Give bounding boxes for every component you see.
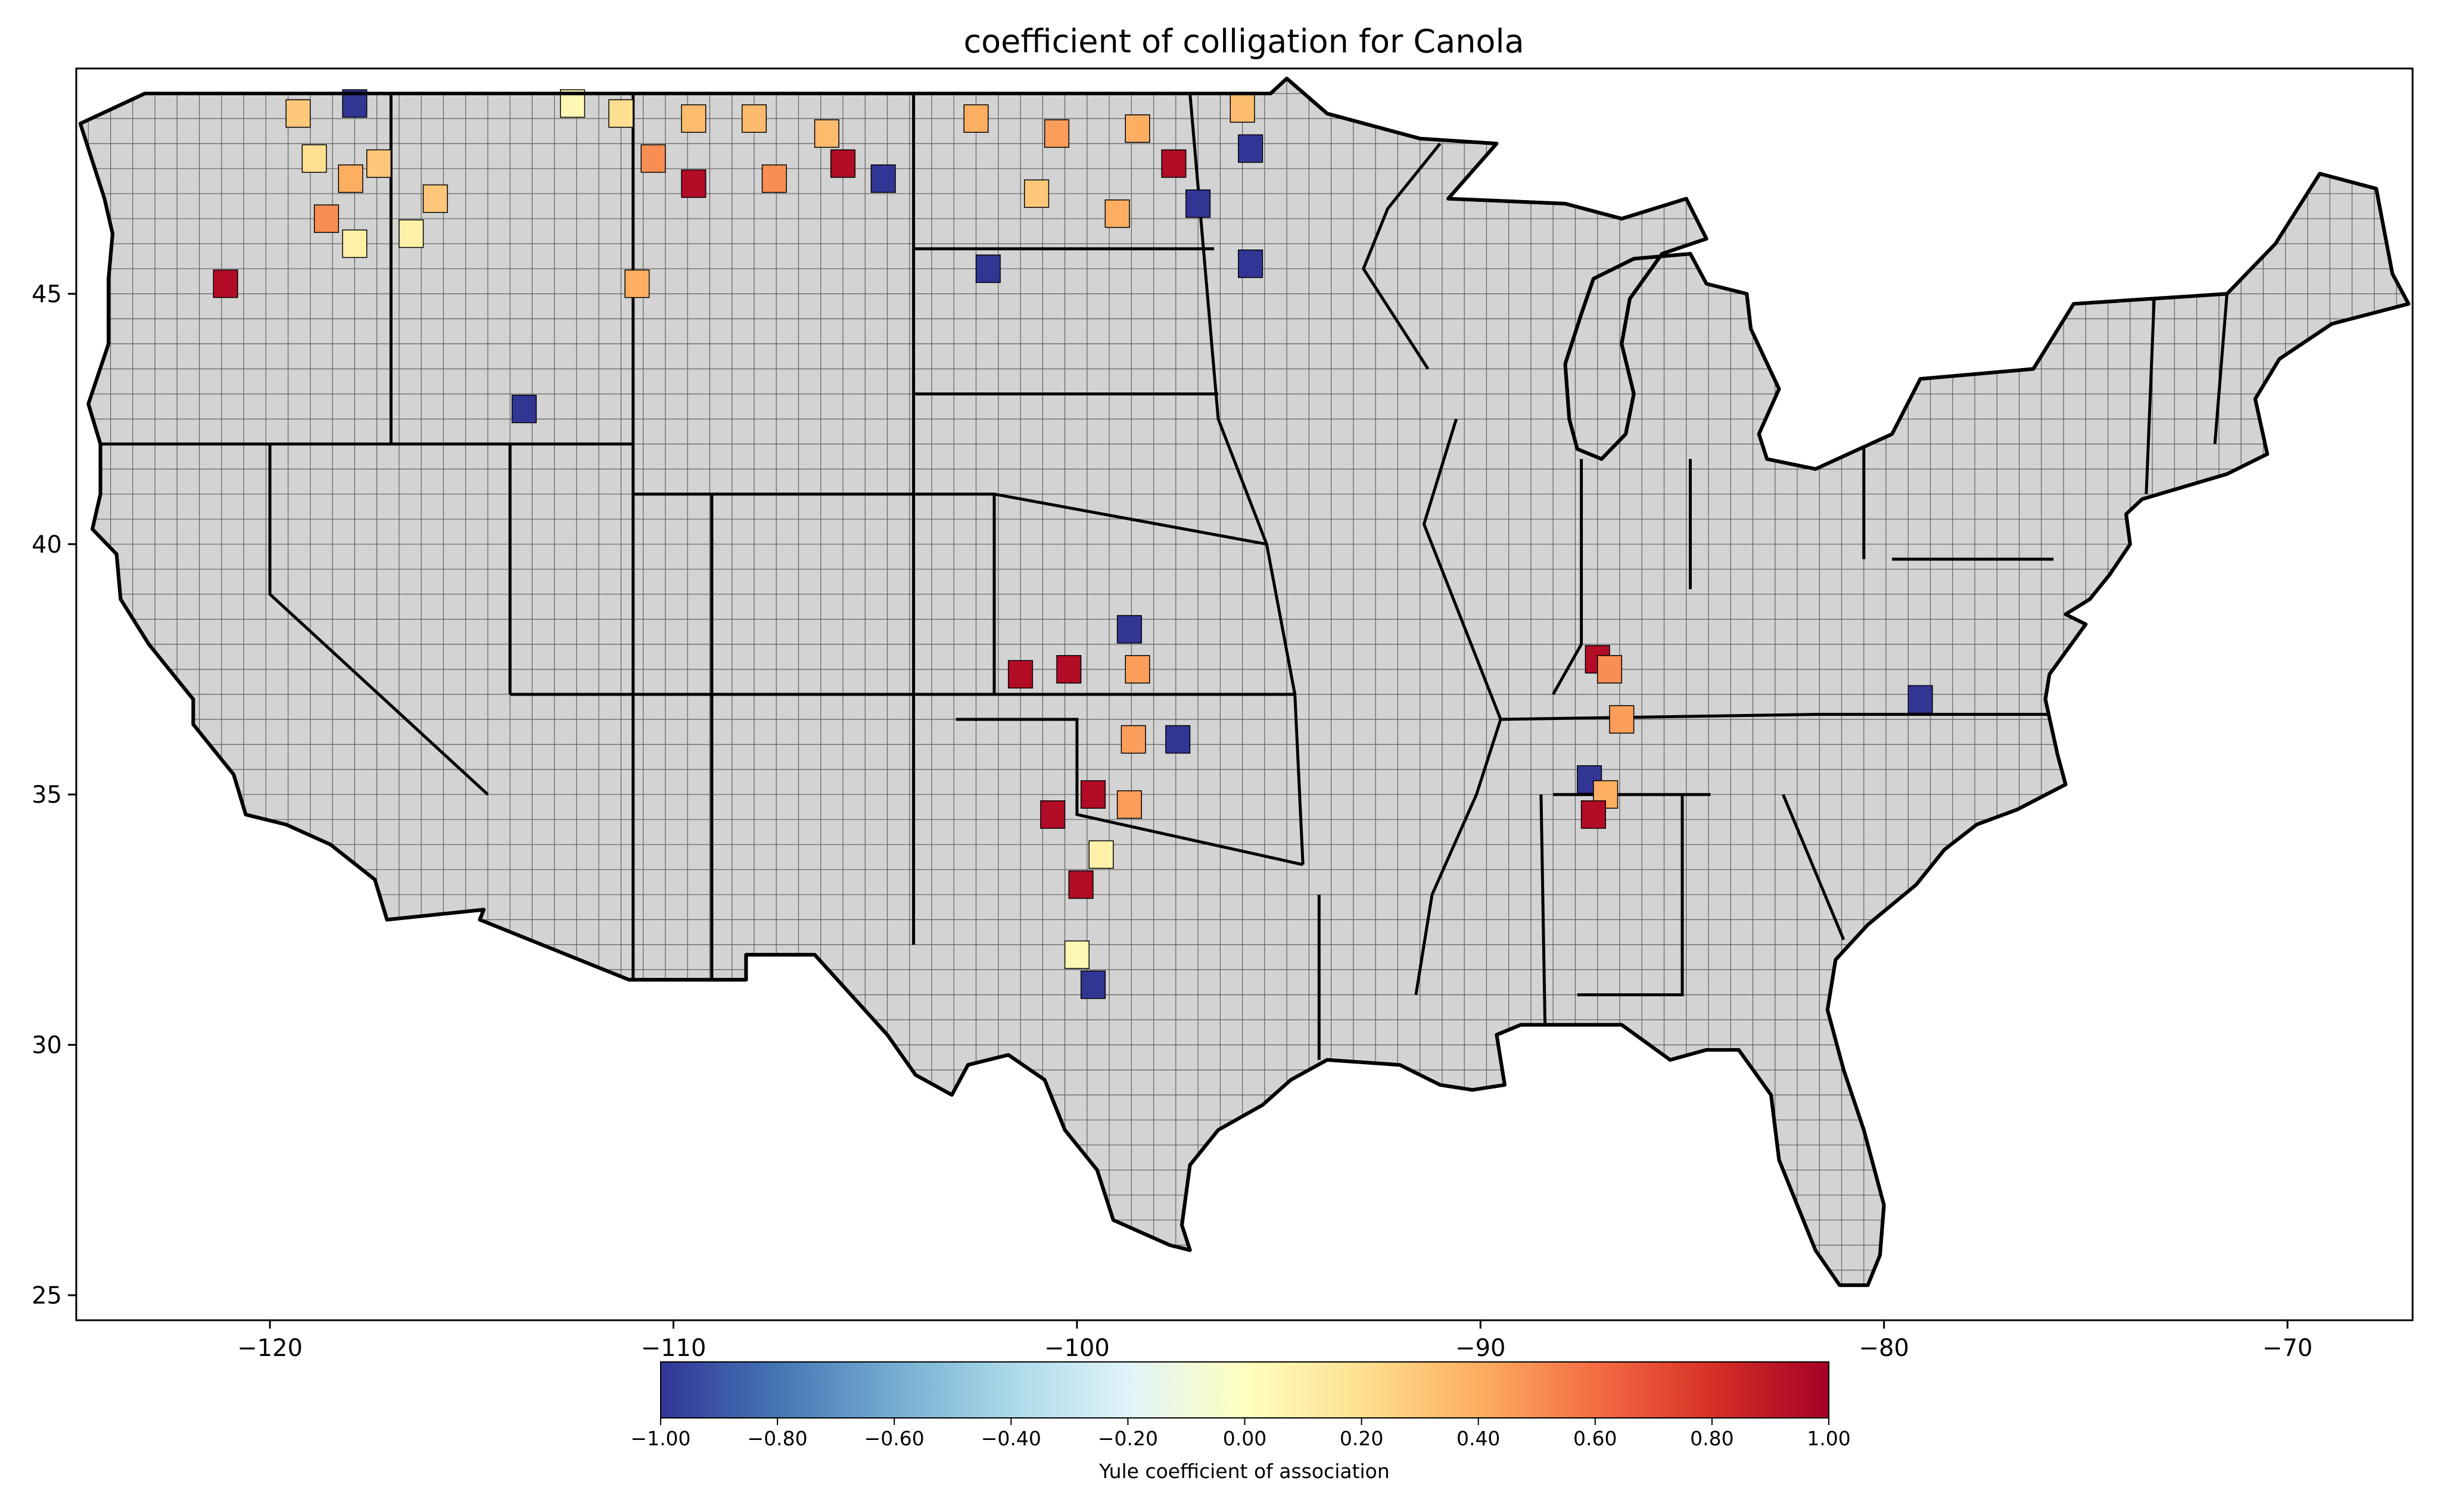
region-24: [1125, 114, 1150, 143]
region-12: [681, 104, 707, 133]
region-29: [1230, 94, 1255, 123]
axes-frame: [75, 67, 2414, 1321]
region-2: [301, 144, 327, 173]
x-tick-label: −100: [1044, 1335, 1110, 1362]
region-22: [963, 104, 989, 133]
y-tick-label: 35: [32, 781, 62, 809]
region-16: [681, 169, 707, 198]
region-20: [624, 269, 650, 298]
colorbar-tick-label: −0.40: [981, 1427, 1041, 1450]
region-30: [1238, 134, 1263, 163]
region-47: [1596, 655, 1623, 684]
colorbar-tick-label: −0.60: [864, 1427, 925, 1450]
region-33: [1007, 660, 1034, 689]
region-40: [1116, 790, 1142, 819]
x-axis-ticks: −120 −110 −100 −90 −80 −70: [237, 1320, 2313, 1362]
colorbar-tick-label: 0.40: [1456, 1427, 1500, 1450]
map-axes: −120 −110 −100 −90 −80 −70 25 30 35 40 45: [32, 67, 2414, 1362]
region-31: [975, 254, 1001, 283]
region-36: [1116, 615, 1142, 644]
region-38: [1165, 725, 1191, 754]
region-45: [1080, 970, 1106, 999]
colorbar-tick-label: 0.60: [1573, 1427, 1617, 1450]
colorbar-label: Yule coefficient of association: [1098, 1460, 1390, 1483]
coastline-outline: [78, 76, 2411, 1287]
region-37: [1121, 725, 1146, 754]
region-17: [761, 164, 787, 193]
region-48: [1609, 705, 1635, 734]
region-15: [640, 144, 666, 173]
x-tick-label: −80: [1859, 1335, 1909, 1362]
y-tick-label: 30: [32, 1032, 62, 1059]
region-8: [422, 184, 448, 213]
x-tick-label: −70: [2262, 1335, 2313, 1362]
region-39: [1080, 780, 1106, 809]
region-43: [1068, 870, 1094, 899]
colorbar-ticks: −1.00 −0.80 −0.60 −0.40 −0.20 0.00 0.20 0.40 0.6…: [630, 1418, 1851, 1450]
region-7: [366, 149, 392, 178]
region-3: [338, 164, 363, 193]
region-21: [511, 394, 537, 423]
region-23: [1044, 119, 1070, 148]
region-6: [399, 219, 424, 248]
colorbar: −1.00 −0.80 −0.60 −0.40 −0.20 0.00 0.20 0.40 0.6…: [630, 1361, 1851, 1483]
region-51: [1580, 800, 1606, 829]
x-tick-label: −90: [1455, 1335, 1505, 1362]
colorbar-tick-label: −0.20: [1098, 1427, 1158, 1450]
region-42: [1088, 840, 1114, 869]
y-tick-label: 40: [32, 531, 62, 559]
region-52: [1907, 685, 1933, 714]
region-19: [870, 164, 896, 193]
region-1: [285, 99, 311, 128]
region-11: [608, 99, 634, 128]
highlighted-counties: [213, 89, 1933, 999]
colorbar-tick-label: 0.00: [1223, 1427, 1266, 1450]
region-25: [1024, 179, 1050, 208]
x-tick-label: −120: [237, 1335, 303, 1362]
colorbar-tick-label: −0.80: [748, 1427, 808, 1450]
colorbar-gradient: [660, 1361, 1829, 1419]
figure-title: coefficient of colligation for Canola: [963, 23, 1524, 60]
region-41: [1040, 800, 1066, 829]
region-9: [213, 269, 238, 298]
region-4: [313, 204, 340, 233]
region-35: [1125, 655, 1150, 684]
region-32: [1238, 250, 1263, 278]
colorbar-tick-label: 0.20: [1340, 1427, 1383, 1450]
region-13: [741, 104, 767, 133]
region-5: [342, 229, 368, 258]
y-tick-label: 25: [32, 1282, 62, 1310]
region-14: [814, 119, 839, 148]
region-18: [830, 149, 856, 178]
region-34: [1056, 655, 1082, 684]
x-tick-label: −110: [641, 1335, 707, 1362]
region-26: [1104, 199, 1130, 228]
colorbar-tick-label: −1.00: [630, 1427, 690, 1450]
colorbar-tick-label: 0.80: [1690, 1427, 1733, 1450]
y-tick-label: 45: [32, 280, 62, 308]
colorbar-tick-label: 1.00: [1807, 1427, 1850, 1450]
y-axis-ticks: 25 30 35 40 45: [32, 280, 76, 1310]
region-44: [1064, 940, 1090, 969]
region-27: [1161, 149, 1187, 178]
region-28: [1185, 189, 1211, 218]
